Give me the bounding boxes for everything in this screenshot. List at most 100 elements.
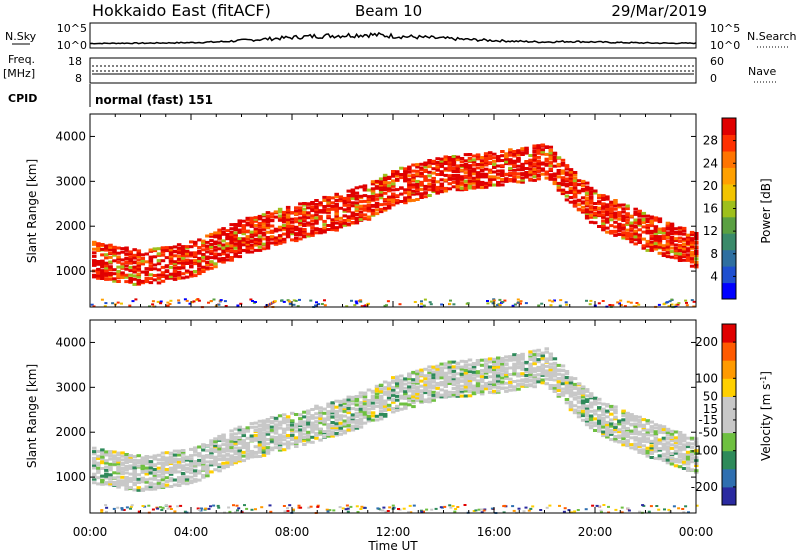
backscatter-cell <box>560 364 566 368</box>
backscatter-cell <box>605 431 610 435</box>
backscatter-cell <box>568 390 574 394</box>
backscatter-cell <box>443 377 449 381</box>
backscatter-cell <box>168 275 174 279</box>
ground-scatter-cell <box>408 504 412 507</box>
backscatter-cell <box>225 438 230 442</box>
backscatter-cell <box>148 485 154 489</box>
backscatter-cell <box>685 445 691 449</box>
backscatter-cell <box>443 385 449 388</box>
backscatter-cell <box>685 253 691 257</box>
backscatter-cell <box>532 377 537 381</box>
backscatter-cell <box>560 163 566 167</box>
backscatter-cell <box>201 259 206 263</box>
backscatter-cell <box>532 357 537 360</box>
backscatter-cell <box>370 212 376 216</box>
backscatter-cell <box>689 451 695 455</box>
backscatter-cell <box>455 377 461 381</box>
backscatter-cell <box>144 478 150 482</box>
backscatter-cell <box>560 188 566 192</box>
backscatter-cell <box>653 446 659 450</box>
backscatter-cell <box>605 433 610 437</box>
backscatter-cell <box>544 350 550 354</box>
backscatter-cell <box>285 426 291 430</box>
backscatter-cell <box>516 151 521 155</box>
backscatter-cell <box>637 221 642 225</box>
freq-unit: [MHz] <box>3 67 35 80</box>
backscatter-cell <box>544 162 550 166</box>
backscatter-cell <box>520 162 525 166</box>
backscatter-cell <box>374 401 380 405</box>
backscatter-cell <box>334 422 339 426</box>
backscatter-cell <box>483 181 489 185</box>
backscatter-cell <box>580 409 586 413</box>
backscatter-cell <box>382 399 388 403</box>
backscatter-cell <box>334 426 339 430</box>
backscatter-cell <box>386 206 392 210</box>
backscatter-cell <box>116 485 121 489</box>
backscatter-cell <box>189 475 194 479</box>
backscatter-cell <box>346 420 352 424</box>
backscatter-cell <box>261 448 267 452</box>
backscatter-cell <box>455 181 461 185</box>
backscatter-cell <box>378 402 384 406</box>
ground-scatter-cell <box>314 304 318 307</box>
backscatter-cell <box>516 383 521 386</box>
backscatter-cell <box>673 460 679 464</box>
backscatter-cell <box>391 391 396 395</box>
backscatter-cell <box>209 245 214 248</box>
backscatter-cell <box>419 373 424 377</box>
backscatter-cell <box>241 219 247 223</box>
backscatter-cell <box>338 220 344 224</box>
backscatter-cell <box>237 228 243 232</box>
backscatter-cell <box>568 405 574 409</box>
backscatter-cell <box>681 258 687 262</box>
backscatter-cell <box>233 441 238 445</box>
backscatter-cell <box>593 221 598 225</box>
backscatter-cell <box>625 442 630 446</box>
backscatter-cell <box>100 451 105 455</box>
backscatter-cell <box>677 248 683 252</box>
backscatter-cell <box>479 380 485 384</box>
backscatter-cell <box>108 468 113 472</box>
ground-scatter-cell <box>320 303 324 305</box>
backscatter-cell <box>584 191 590 195</box>
ground-scatter-cell <box>217 303 221 306</box>
backscatter-cell <box>213 235 218 239</box>
backscatter-cell <box>657 456 663 460</box>
backscatter-cell <box>193 473 198 477</box>
backscatter-cell <box>290 217 295 221</box>
backscatter-cell <box>326 196 331 200</box>
backscatter-cell <box>148 463 154 467</box>
backscatter-cell <box>217 259 222 263</box>
backscatter-cell <box>467 394 473 398</box>
backscatter-cell <box>407 396 412 400</box>
backscatter-cell <box>415 174 420 178</box>
ground-scatter-cell <box>589 299 593 302</box>
ground-scatter-cell <box>147 504 151 507</box>
backscatter-cell <box>487 360 493 364</box>
backscatter-cell <box>645 454 651 458</box>
backscatter-cell <box>285 443 291 447</box>
backscatter-cell <box>625 411 630 415</box>
backscatter-cell <box>415 165 420 169</box>
backscatter-cell <box>584 187 590 191</box>
backscatter-cell <box>588 409 594 413</box>
backscatter-cell <box>415 183 420 186</box>
backscatter-cell <box>548 373 554 377</box>
backscatter-cell <box>277 235 283 239</box>
backscatter-cell <box>253 224 259 227</box>
backscatter-cell <box>261 231 267 235</box>
backscatter-cell <box>637 448 642 452</box>
backscatter-cell <box>419 389 424 393</box>
ground-scatter-cell <box>548 299 552 302</box>
backscatter-cell <box>661 452 667 456</box>
backscatter-cell <box>205 467 210 471</box>
backscatter-cell <box>439 393 445 397</box>
backscatter-cell <box>298 433 303 437</box>
backscatter-cell <box>338 417 344 421</box>
backscatter-cell <box>168 276 174 280</box>
backscatter-cell <box>423 383 428 387</box>
backscatter-cell <box>189 261 194 265</box>
backscatter-cell <box>500 369 505 373</box>
backscatter-cell <box>201 267 206 271</box>
